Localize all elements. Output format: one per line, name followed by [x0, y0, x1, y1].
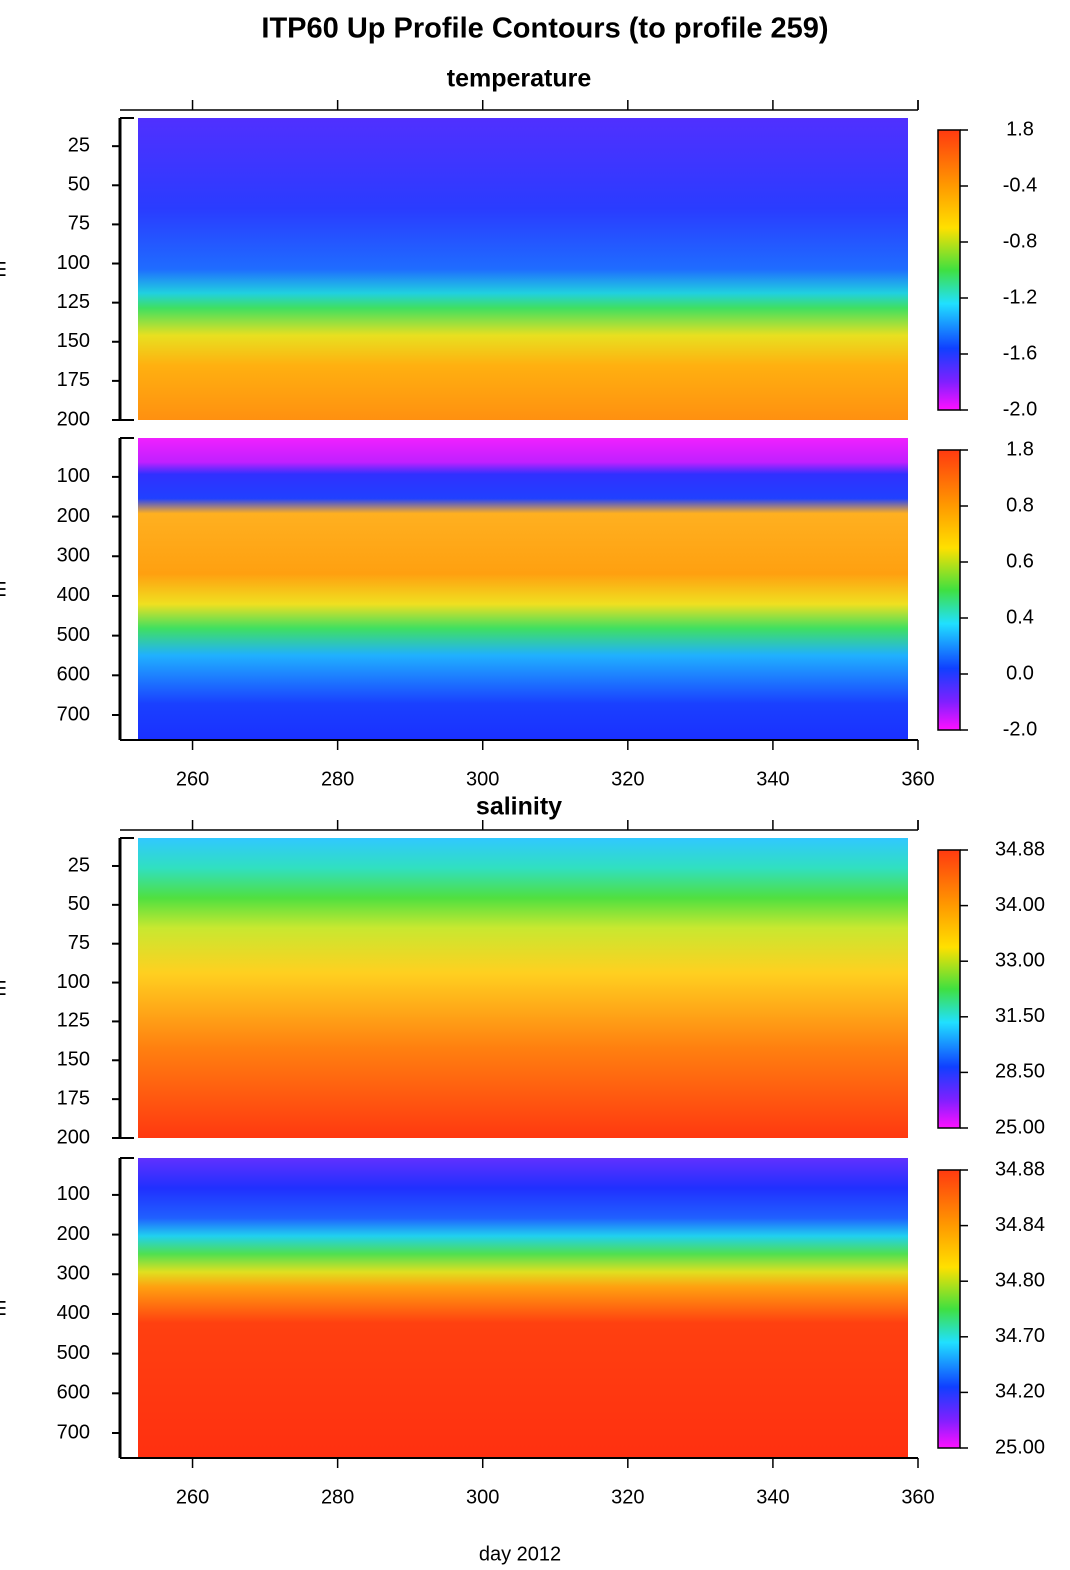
- y-tick-label: 100: [57, 252, 90, 274]
- colorbar-label: -1.6: [1003, 342, 1037, 364]
- y-tick-label: 200: [57, 1126, 90, 1148]
- colorbar-label: 1.8: [1006, 118, 1034, 140]
- colorbar-label: 34.88: [995, 1158, 1045, 1180]
- colorbar-label: -2.0: [1003, 718, 1037, 740]
- colorbar-label: 0.6: [1006, 550, 1034, 572]
- contour-field: [138, 118, 908, 420]
- colorbar-label: -0.4: [1003, 174, 1037, 196]
- x-tick-label: 260: [176, 768, 209, 790]
- y-tick-label: 200: [57, 408, 90, 430]
- colorbar-label: 34.70: [995, 1325, 1045, 1347]
- x-tick-label: 340: [756, 768, 789, 790]
- colorbar: [937, 449, 961, 731]
- y-tick-label: 175: [57, 369, 90, 391]
- y-tick-label: 50: [68, 174, 90, 196]
- y-axis-label: m: [0, 581, 10, 598]
- x-tick-label: 280: [321, 1486, 354, 1508]
- colorbar-label: 31.50: [995, 1005, 1045, 1027]
- y-tick-label: 500: [57, 624, 90, 646]
- y-tick-label: 75: [68, 213, 90, 235]
- colorbar-label: 0.8: [1006, 494, 1034, 516]
- y-tick-label: 300: [57, 1263, 90, 1285]
- colorbar-label: 28.50: [995, 1061, 1045, 1083]
- y-tick-label: 400: [57, 584, 90, 606]
- colorbar: [937, 1169, 961, 1449]
- colorbar-label: 34.88: [995, 838, 1045, 860]
- x-tick-label: 320: [611, 768, 644, 790]
- x-tick-label: 320: [611, 1486, 644, 1508]
- colorbar-label: -0.8: [1003, 230, 1037, 252]
- colorbar-label: 34.84: [995, 1214, 1045, 1236]
- x-tick-label: 340: [756, 1486, 789, 1508]
- y-axis-label: m: [0, 1300, 10, 1317]
- y-tick-label: 125: [57, 291, 90, 313]
- x-tick-label: 280: [321, 768, 354, 790]
- y-tick-label: 150: [57, 1049, 90, 1071]
- colorbar-label: 34.20: [995, 1381, 1045, 1403]
- y-tick-label: 50: [68, 893, 90, 915]
- colorbar-label: 34.00: [995, 894, 1045, 916]
- y-tick-label: 100: [57, 465, 90, 487]
- colorbar-label: 0.4: [1006, 606, 1034, 628]
- x-tick-label: 360: [901, 768, 934, 790]
- y-tick-label: 400: [57, 1302, 90, 1324]
- colorbar-label: 1.8: [1006, 438, 1034, 460]
- y-tick-label: 100: [57, 1183, 90, 1205]
- y-tick-label: 300: [57, 545, 90, 567]
- colorbar-label: 33.00: [995, 949, 1045, 971]
- x-tick-label: 300: [466, 1486, 499, 1508]
- x-tick-label: 260: [176, 1486, 209, 1508]
- y-axis-label: m: [0, 980, 10, 997]
- colorbar-label: 25.00: [995, 1116, 1045, 1138]
- y-tick-label: 200: [57, 505, 90, 527]
- x-tick-label: 300: [466, 768, 499, 790]
- section-title: salinity: [476, 793, 562, 821]
- colorbar-label: 34.80: [995, 1269, 1045, 1291]
- colorbar-label: 0.0: [1006, 662, 1034, 684]
- y-tick-label: 25: [68, 134, 90, 156]
- colorbar: [937, 849, 961, 1129]
- y-tick-label: 500: [57, 1342, 90, 1364]
- y-tick-label: 700: [57, 1421, 90, 1443]
- y-tick-label: 600: [57, 1382, 90, 1404]
- y-tick-label: 75: [68, 932, 90, 954]
- y-tick-label: 150: [57, 330, 90, 352]
- y-tick-label: 125: [57, 1010, 90, 1032]
- colorbar: [937, 129, 961, 411]
- y-tick-label: 175: [57, 1087, 90, 1109]
- contour-field: [138, 438, 908, 740]
- y-tick-label: 200: [57, 1223, 90, 1245]
- y-tick-label: 25: [68, 854, 90, 876]
- y-tick-label: 100: [57, 971, 90, 993]
- section-title: temperature: [447, 65, 592, 93]
- contour-field: [138, 1158, 908, 1458]
- colorbar-label: -2.0: [1003, 398, 1037, 420]
- colorbar-label: 25.00: [995, 1436, 1045, 1458]
- x-axis-label: day 2012: [479, 1543, 561, 1565]
- y-axis-label: m: [0, 261, 10, 278]
- colorbar-label: -1.2: [1003, 286, 1037, 308]
- y-tick-label: 600: [57, 664, 90, 686]
- contour-field: [138, 838, 908, 1138]
- x-tick-label: 360: [901, 1486, 934, 1508]
- y-tick-label: 700: [57, 703, 90, 725]
- figure-title: ITP60 Up Profile Contours (to profile 25…: [261, 13, 828, 45]
